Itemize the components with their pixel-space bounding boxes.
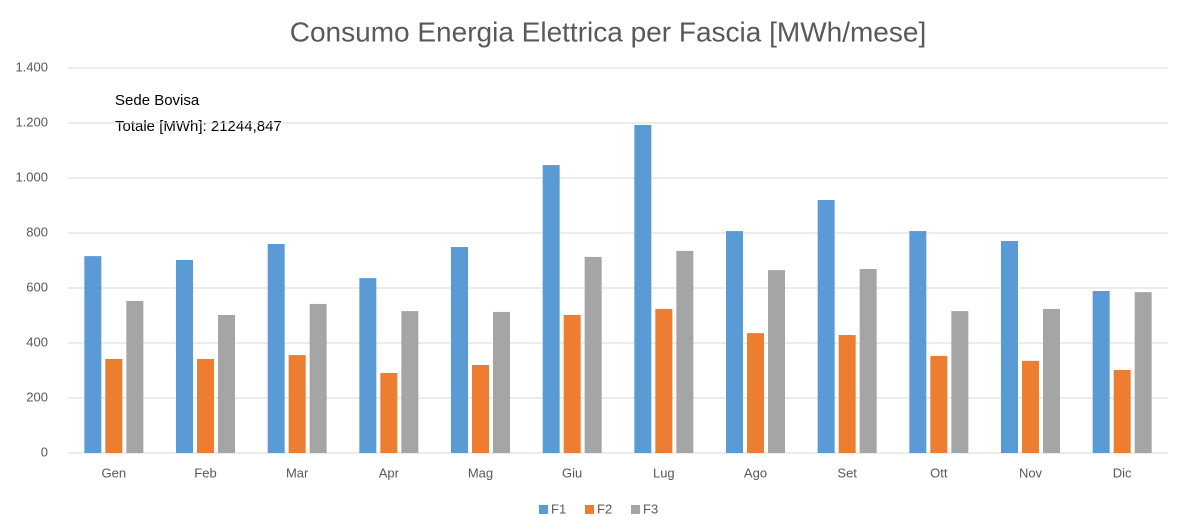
bar — [380, 372, 398, 453]
bar — [218, 314, 235, 453]
x-tick-label: Mag — [468, 465, 493, 480]
legend-label: F1 — [551, 501, 566, 516]
x-tick-label: Ago — [744, 465, 767, 480]
bar — [401, 311, 419, 453]
x-tick-label: Feb — [194, 465, 216, 480]
bar — [838, 335, 856, 453]
bar — [563, 314, 581, 453]
bar — [451, 247, 468, 453]
bar — [267, 244, 285, 453]
bar — [309, 303, 327, 453]
y-tick-label: 200 — [26, 389, 48, 404]
bar — [655, 308, 673, 453]
bar — [84, 256, 102, 453]
bar — [1022, 360, 1039, 453]
bar — [634, 124, 652, 454]
bar — [951, 311, 969, 453]
y-tick-label: 1.200 — [15, 114, 48, 129]
bar — [176, 259, 193, 453]
legend-swatch — [585, 505, 594, 514]
legend-label: F3 — [643, 501, 658, 516]
bar — [817, 200, 835, 453]
x-tick-label: Dic — [1113, 465, 1132, 480]
bar — [472, 365, 489, 453]
bar — [105, 358, 123, 453]
bar — [542, 165, 560, 453]
legend-label: F2 — [597, 501, 612, 516]
bar — [747, 333, 764, 453]
x-tick-label: Lug — [653, 465, 675, 480]
bar — [1092, 291, 1110, 453]
bar — [1043, 308, 1060, 453]
x-tick-label: Nov — [1019, 465, 1043, 480]
annotation: Sede Bovisa — [115, 92, 200, 109]
x-tick-label: Giu — [562, 465, 582, 480]
bar — [197, 358, 214, 453]
bar — [909, 231, 927, 453]
bar — [768, 270, 785, 453]
bar — [859, 269, 877, 453]
bar — [584, 256, 602, 453]
bar — [726, 231, 743, 453]
x-tick-label: Apr — [379, 465, 400, 480]
y-tick-label: 0 — [41, 444, 48, 459]
bar — [676, 250, 694, 453]
x-tick-label: Ott — [930, 465, 948, 480]
bar — [288, 355, 306, 453]
chart-title: Consumo Energia Elettrica per Fascia [MW… — [290, 16, 926, 47]
y-tick-label: 400 — [26, 334, 48, 349]
bar — [1134, 292, 1152, 453]
y-tick-label: 600 — [26, 279, 48, 294]
bar — [930, 355, 948, 453]
bar — [1001, 240, 1018, 453]
legend-swatch — [631, 505, 640, 514]
x-tick-label: Set — [837, 465, 857, 480]
bar — [493, 311, 510, 453]
annotation: Totale [MWh]: 21244,847 — [115, 118, 282, 135]
bar — [126, 300, 144, 453]
legend-swatch — [539, 505, 548, 514]
bar — [1113, 369, 1131, 453]
y-tick-label: 1.000 — [15, 169, 48, 184]
x-tick-label: Mar — [286, 465, 309, 480]
y-tick-label: 1.400 — [15, 59, 48, 74]
x-tick-label: Gen — [102, 465, 127, 480]
y-tick-label: 800 — [26, 224, 48, 239]
bar — [359, 278, 377, 453]
